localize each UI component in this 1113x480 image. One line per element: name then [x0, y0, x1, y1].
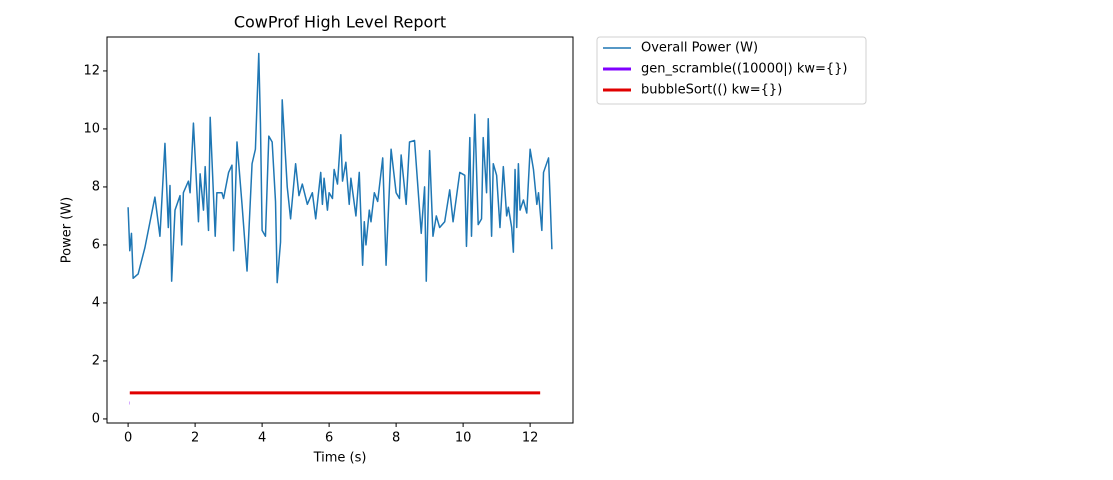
y-tick-label: 0 — [92, 411, 100, 426]
chart-title: CowProf High Level Report — [234, 13, 446, 32]
x-tick-label: 12 — [522, 431, 539, 446]
x-tick-label: 0 — [124, 431, 132, 446]
legend-box — [596, 36, 867, 105]
y-tick-label: 4 — [92, 295, 100, 310]
y-tick-label: 12 — [83, 63, 100, 78]
x-tick-label: 10 — [455, 431, 472, 446]
legend-label: gen_scramble((10000|) kw={}) — [641, 62, 848, 77]
x-axis-label: Time (s) — [313, 451, 367, 466]
y-tick-label: 6 — [92, 237, 100, 252]
y-tick-label: 10 — [83, 121, 100, 136]
legend-label: Overall Power (W) — [641, 41, 758, 56]
legend-label: bubbleSort(() kw={}) — [641, 83, 782, 98]
x-tick-label: 8 — [392, 431, 400, 446]
y-tick-label: 2 — [92, 353, 100, 368]
x-tick-label: 2 — [191, 431, 199, 446]
y-tick-label: 8 — [92, 179, 100, 194]
y-axis-label: Power (W) — [60, 197, 75, 263]
x-tick-label: 4 — [258, 431, 266, 446]
plot-frame — [106, 36, 574, 424]
x-tick-label: 6 — [325, 431, 333, 446]
data-line — [127, 52, 553, 284]
